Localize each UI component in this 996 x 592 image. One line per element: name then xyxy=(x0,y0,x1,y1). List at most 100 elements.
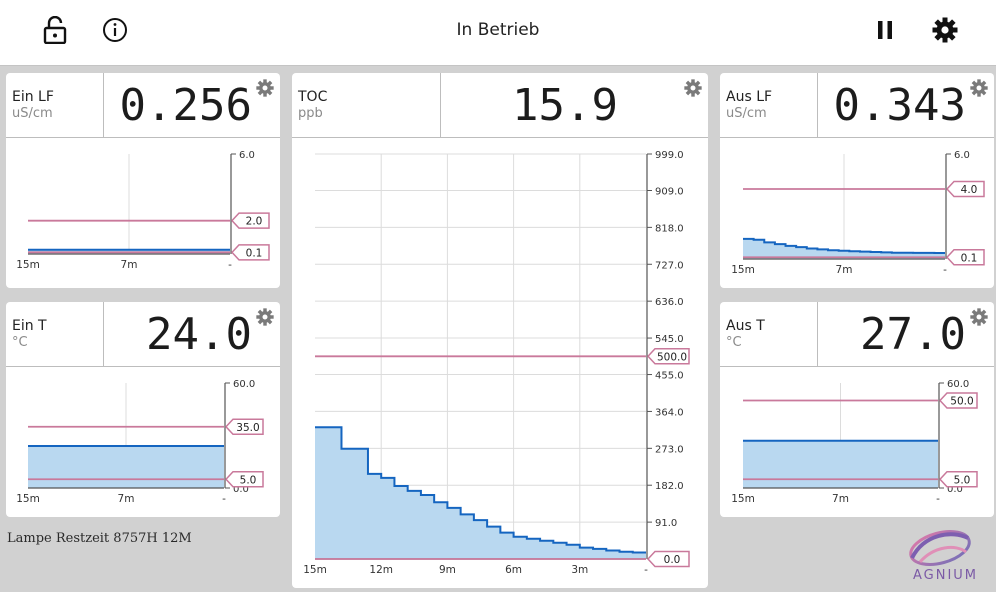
limit-tag xyxy=(230,244,270,261)
x-tick-label: 15m xyxy=(16,259,40,271)
chart-ein-lf: 6.0 15m 7m - 2.0 0.1 xyxy=(16,150,270,271)
x-tick-label: 12m xyxy=(369,564,393,576)
status-title: In Betrieb xyxy=(456,20,540,40)
card-value: 24.0 xyxy=(146,309,252,360)
y-tick-label: 273.0 xyxy=(655,444,684,455)
card-ein-lf: Ein LF uS/cm 0.256 6.0 15m 7m - 2.0 0.1 xyxy=(6,73,280,288)
limit-label: 0.0 xyxy=(664,554,681,566)
y-tick-label: 999.0 xyxy=(655,150,684,161)
chart-toc: 999.0 909.0 818.0 727.0 636.0 545.0 455.0 364.0… xyxy=(303,150,690,576)
y-tick-label: 6.0 xyxy=(954,150,970,161)
card-label: Ein LF xyxy=(12,89,54,105)
x-tick-label: - xyxy=(222,493,226,505)
x-tick-label: 15m xyxy=(303,564,327,576)
chart-ein-t: 60.0 0.0 15m 7m - 35.0 5.0 xyxy=(16,379,264,505)
x-tick-label: 7m xyxy=(836,264,853,276)
card-label: Aus LF xyxy=(726,89,773,105)
card-value: 0.343 xyxy=(833,80,966,131)
limit-tag xyxy=(646,348,690,365)
y-tick-label: 636.0 xyxy=(655,297,684,308)
chart-aus-lf: 6.0 15m 7m - 4.0 0.1 xyxy=(731,150,985,276)
limit-label: 4.0 xyxy=(961,184,978,196)
lamp-remaining-time: Lampe Restzeit 8757H 12M xyxy=(7,531,192,546)
y-tick-label: 6.0 xyxy=(239,150,255,161)
card-label: Aus T xyxy=(726,318,765,334)
card-unit: uS/cm xyxy=(726,106,767,121)
y-tick-label: 60.0 xyxy=(947,379,969,390)
limit-label: 0.1 xyxy=(246,247,263,259)
y-tick-label: 182.0 xyxy=(655,481,684,492)
y-tick-label: 91.0 xyxy=(655,518,677,529)
card-unit: ppb xyxy=(298,106,323,121)
series-area xyxy=(743,238,945,259)
card-label: Ein T xyxy=(12,318,47,334)
x-tick-label: - xyxy=(943,264,947,276)
pause-icon[interactable] xyxy=(865,10,905,50)
y-tick-label: 727.0 xyxy=(655,260,684,271)
limit-tag xyxy=(224,471,264,488)
card-unit: uS/cm xyxy=(12,106,53,121)
card-settings-gear-icon[interactable] xyxy=(684,79,702,97)
card-aus-lf: Aus LF uS/cm 0.343 6.0 15m 7m - 4.0 0.1 xyxy=(720,73,994,288)
limit-label: 0.1 xyxy=(961,252,978,264)
card-settings-gear-icon[interactable] xyxy=(970,79,988,97)
card-value: 27.0 xyxy=(860,309,966,360)
logo-text: AGNIUM xyxy=(913,568,979,583)
y-tick-label: 909.0 xyxy=(655,186,684,197)
limit-tag xyxy=(224,418,264,435)
card-unit: °C xyxy=(726,335,742,350)
card-ein-t: Ein T °C 24.0 60.0 0.0 15m 7m - 35.0 5.0 xyxy=(6,302,280,517)
agnium-logo xyxy=(909,530,971,566)
card-unit: °C xyxy=(12,335,28,350)
card-label: TOC xyxy=(298,89,328,105)
x-tick-label: 15m xyxy=(731,493,755,505)
x-tick-label: 6m xyxy=(505,564,522,576)
x-tick-label: 3m xyxy=(571,564,588,576)
top-bar: In Betrieb xyxy=(0,0,996,66)
series-area xyxy=(28,446,224,488)
x-tick-label: 7m xyxy=(832,493,849,505)
card-settings-gear-icon[interactable] xyxy=(256,79,274,97)
series-line xyxy=(743,237,945,254)
y-tick-label: 60.0 xyxy=(233,379,255,390)
x-tick-label: - xyxy=(936,493,940,505)
y-tick-label: 0.0 xyxy=(947,484,963,495)
settings-gear-icon[interactable] xyxy=(925,10,965,50)
card-toc: TOC ppb 15.9 999.0 909.0 818.0 727.0 636.0 54… xyxy=(292,73,708,588)
x-tick-label: 7m xyxy=(118,493,135,505)
limit-tag xyxy=(945,180,985,198)
limit-label: 35.0 xyxy=(236,422,259,434)
y-tick-label: 545.0 xyxy=(655,334,684,345)
chart-aus-t: 60.0 0.0 15m 7m - 50.0 5.0 xyxy=(731,379,978,505)
limit-label: 5.0 xyxy=(954,474,971,486)
x-tick-label: 9m xyxy=(439,564,456,576)
limit-tag xyxy=(938,392,978,409)
limit-tag xyxy=(646,550,690,568)
info-icon[interactable] xyxy=(95,10,135,50)
limit-label: 500.0 xyxy=(657,351,687,363)
x-tick-label: - xyxy=(228,259,232,271)
lock-open-icon[interactable] xyxy=(35,10,75,50)
limit-tag xyxy=(945,249,985,266)
series-area xyxy=(315,427,646,559)
series-line xyxy=(315,426,646,554)
limit-label: 50.0 xyxy=(950,396,973,408)
series-area xyxy=(743,440,938,488)
card-settings-gear-icon[interactable] xyxy=(256,308,274,326)
y-tick-label: 455.0 xyxy=(655,371,684,382)
card-value: 15.9 xyxy=(512,80,618,131)
limit-label: 5.0 xyxy=(240,474,257,486)
card-value: 0.256 xyxy=(119,80,252,131)
limit-label: 2.0 xyxy=(246,216,263,228)
y-tick-label: 0.0 xyxy=(233,484,249,495)
x-tick-label: 7m xyxy=(121,259,138,271)
limit-tag xyxy=(230,212,270,229)
y-tick-label: 818.0 xyxy=(655,223,684,234)
y-tick-label: 364.0 xyxy=(655,407,684,418)
x-tick-label: 15m xyxy=(731,264,755,276)
card-settings-gear-icon[interactable] xyxy=(970,308,988,326)
x-tick-label: - xyxy=(644,564,648,576)
card-aus-t: Aus T °C 27.0 60.0 0.0 15m 7m - 50.0 5.0 xyxy=(720,302,994,517)
x-tick-label: 15m xyxy=(16,493,40,505)
limit-tag xyxy=(938,471,978,488)
